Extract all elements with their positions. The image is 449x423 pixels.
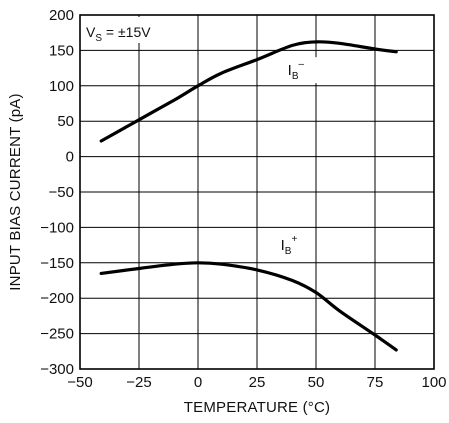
x-tick-label: −50: [67, 374, 92, 391]
y-tick-labels: −300 −250 −200 −150 −100 −50 0 50 100 150 200: [40, 7, 74, 378]
x-tick-label: 25: [249, 374, 266, 391]
y-tick-label: −150: [40, 255, 74, 272]
curve-label-ib-plus: IB+: [281, 234, 298, 257]
series-line-ib-minus: [99, 40, 398, 143]
x-tick-label: 75: [367, 374, 384, 391]
supply-voltage-annotation: VS = ±15V: [86, 24, 151, 44]
plot-frame: [79, 14, 435, 370]
curve-label-background: [277, 232, 314, 259]
y-tick-label: 150: [49, 42, 74, 59]
anno-rest: = ±15V: [102, 24, 151, 40]
y-tick-label: 50: [57, 113, 74, 130]
annotation-box: [82, 17, 170, 43]
y-axis-title: INPUT BIAS CURRENT (pA): [7, 93, 24, 290]
curve-labels: IB– IB+: [277, 57, 321, 259]
x-axis-title: TEMPERATURE (°C): [184, 399, 330, 416]
x-tick-label: 0: [194, 374, 202, 391]
x-tick-label: 50: [308, 374, 325, 391]
x-tick-label: 100: [421, 374, 446, 391]
y-tick-label: 100: [49, 78, 74, 95]
anno-sub: S: [95, 33, 102, 44]
y-tick-label: 200: [49, 7, 74, 24]
curve-label-ib-minus: IB–: [288, 59, 305, 82]
series-line-ib-plus: [99, 261, 398, 352]
y-tick-label: 0: [66, 149, 74, 166]
y-tick-label: −300: [40, 361, 74, 378]
anno-main: V: [86, 24, 96, 40]
x-tick-label: −25: [126, 374, 151, 391]
curves: [99, 40, 398, 352]
x-tick-labels: −50 −25 0 25 50 75 100: [67, 374, 446, 391]
y-tick-label: −200: [40, 290, 74, 307]
y-tick-label: −250: [40, 326, 74, 343]
y-tick-label: −100: [40, 219, 74, 236]
y-tick-label: −50: [49, 184, 74, 201]
curve-label-background: [284, 57, 321, 84]
